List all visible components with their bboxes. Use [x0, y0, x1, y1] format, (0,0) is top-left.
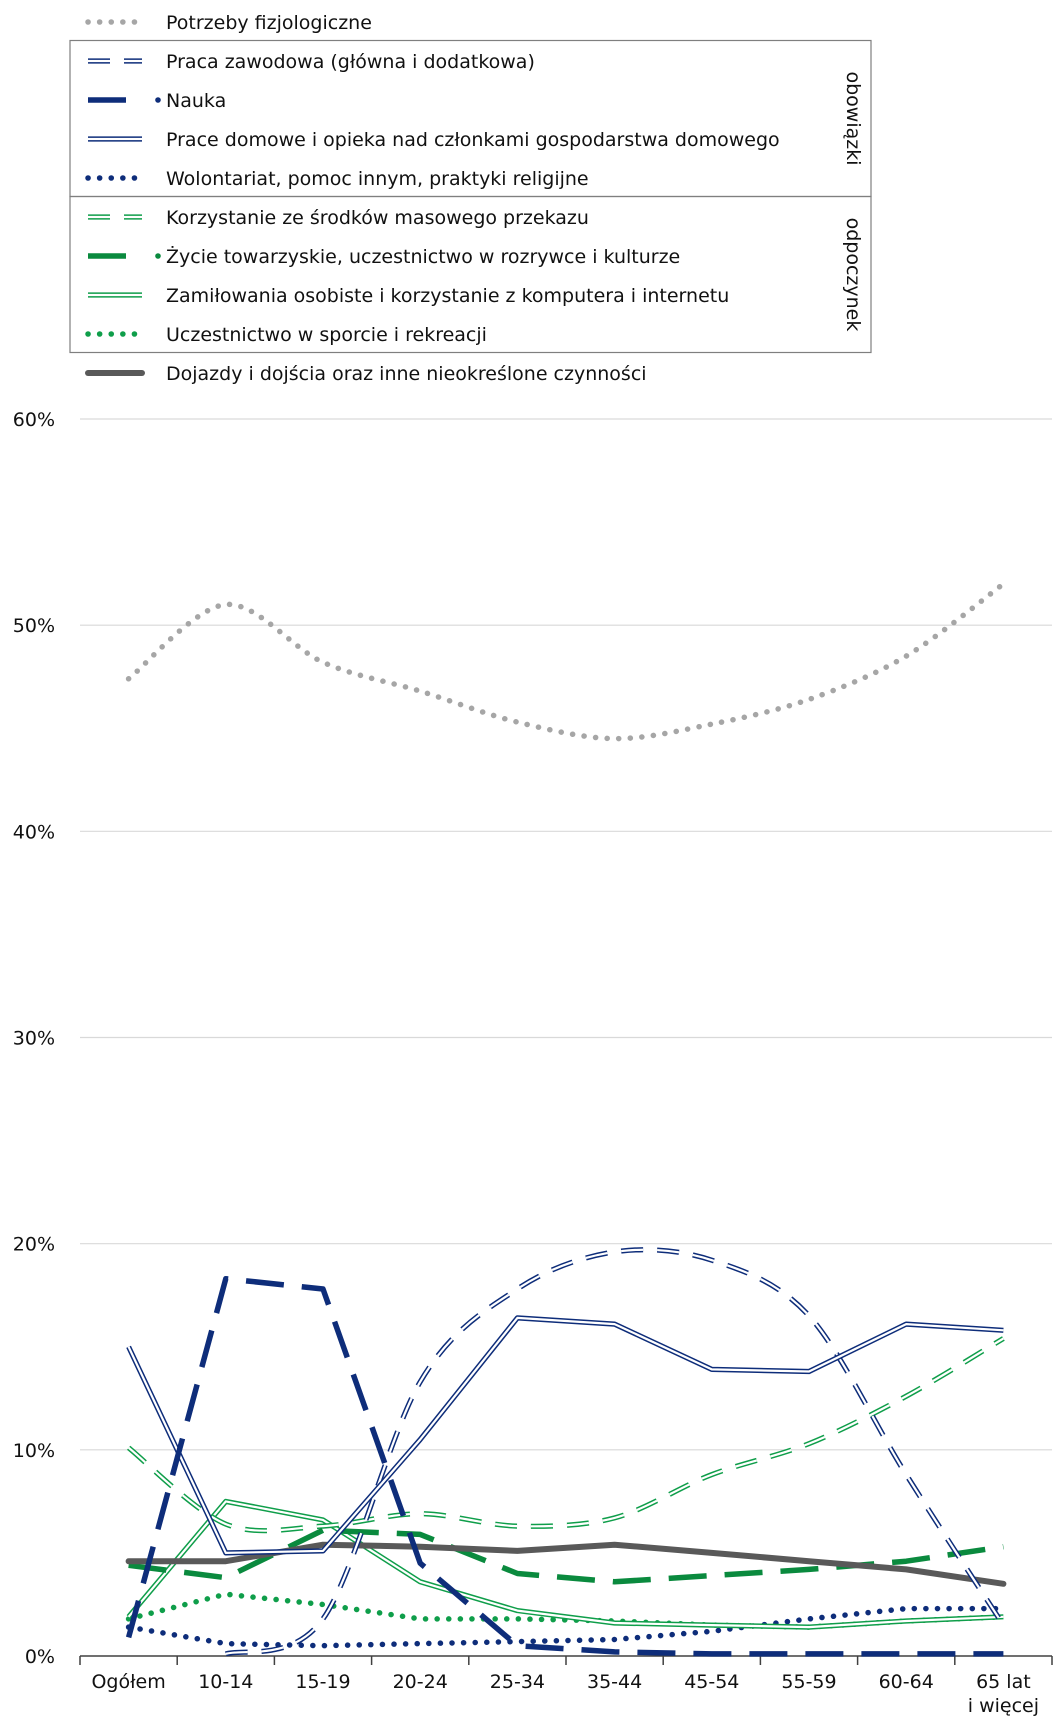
series-wolontariat-pomoc-innym-praktyki-religij [125, 1605, 1007, 1649]
legend-label-zycie-towarzyskie-uczestnictwo-w-rozrywc: Życie towarzyskie, uczestnictwo w rozryw… [166, 245, 680, 268]
series-line-praca-zawodowa-glowna-i-dodatkowa-inner [225, 1248, 1005, 1655]
legend-item-wolontariat-pomoc-innym-praktyki-religij: Wolontariat, pomoc innym, praktyki relig… [85, 168, 589, 190]
y-tick-label: 50% [13, 615, 55, 637]
legend-item-nauka: Nauka [88, 90, 226, 112]
legend-item-uczestnictwo-w-sporcie-i-rekreacji: Uczestnictwo w sporcie i rekreacji [85, 324, 487, 346]
series-line-nauka [125, 1275, 1004, 1657]
legend-label-zamilowania-osobiste-i-korzystanie-z-kom: Zamiłowania osobiste i korzystanie z kom… [166, 285, 729, 307]
legend-label-praca-zawodowa-glowna-i-dodatkowa: Praca zawodowa (główna i dodatkowa) [166, 51, 535, 73]
series-line-potrzeby-fizjologiczne [125, 581, 1007, 742]
x-tick-label-line: 65 lat [976, 1671, 1031, 1693]
series-praca-zawodowa-glowna-i-dodatkowa [224, 1247, 1006, 1657]
x-tick-label: 10-14 [198, 1671, 253, 1693]
y-tick-label: 20% [13, 1234, 55, 1256]
legend: obowiązki odpoczynek Potrzeby fizjologiczn… [69, 12, 872, 385]
y-tick-label: 10% [13, 1440, 55, 1462]
legend-label-dojazdy-i-dojscia-oraz-inne-nieokreslone: Dojazdy i dojścia oraz inne nieokreślone… [166, 363, 647, 385]
legend-label-uczestnictwo-w-sporcie-i-rekreacji: Uczestnictwo w sporcie i rekreacji [166, 324, 487, 346]
series-prace-domowe-i-opieka-nad-czlonkami-gosp [126, 1315, 1004, 1556]
y-tick-label: 0% [25, 1646, 55, 1668]
series-line-praca-zawodowa-glowna-i-dodatkowa [224, 1247, 1006, 1657]
legend-dot-nauka [155, 97, 161, 103]
legend-dot-zycie-towarzyskie-uczestnictwo-w-rozrywc [155, 253, 161, 259]
legend-item-potrzeby-fizjologiczne: Potrzeby fizjologiczne [85, 12, 372, 34]
series-line-korzystanie-ze-srodkow-masowego-przekazu-inner [127, 1337, 1004, 1532]
series-line-uczestnictwo-w-sporcie-i-rekreacji [125, 1591, 1007, 1630]
x-tick-label: 55-59 [781, 1671, 836, 1693]
legend-item-korzystanie-ze-srodkow-masowego-przekazu: Korzystanie ze środków masowego przekazu [88, 207, 589, 229]
legend-item-zamilowania-osobiste-i-korzystanie-z-kom: Zamiłowania osobiste i korzystanie z kom… [88, 285, 729, 307]
x-tick-label: 20-24 [393, 1671, 448, 1693]
x-tick-label: 25-34 [490, 1671, 545, 1693]
legend-group-label-odpoczynek: odpoczynek [842, 218, 864, 332]
y-tick-label: 30% [13, 1028, 55, 1050]
x-tick-label-line: i więcej [968, 1695, 1039, 1717]
plot-area: 0% 10% 20% 30% 40% 50% 60% Ogółem 10-14 15-19 20-2… [13, 409, 1053, 1717]
legend-item-prace-domowe-i-opieka-nad-czlonkami-gosp: Prace domowe i opieka nad członkami gosp… [88, 129, 780, 151]
legend-label-prace-domowe-i-opieka-nad-czlonkami-gosp: Prace domowe i opieka nad członkami gosp… [166, 129, 780, 151]
legend-group-box-odpoczynek [69, 195, 872, 354]
x-tick-label: 15-19 [295, 1671, 350, 1693]
y-tick-label: 60% [13, 409, 55, 431]
x-tick-label: 60-64 [879, 1671, 934, 1693]
series-uczestnictwo-w-sporcie-i-rekreacji [125, 1591, 1007, 1630]
series-potrzeby-fizjologiczne [125, 581, 1007, 742]
x-tick-label: 65 lat i więcej [968, 1671, 1039, 1717]
series-line-zamilowania-osobiste-i-korzystanie-z-kom-inner [127, 1500, 1004, 1629]
legend-item-dojazdy-i-dojscia-oraz-inne-nieokreslone: Dojazdy i dojścia oraz inne nieokreślone… [85, 363, 647, 385]
series-zamilowania-osobiste-i-korzystanie-z-kom [126, 1498, 1004, 1630]
legend-item-zycie-towarzyskie-uczestnictwo-w-rozrywc: Życie towarzyskie, uczestnictwo w rozryw… [88, 245, 680, 268]
series-line-prace-domowe-i-opieka-nad-czlonkami-gosp-inner [127, 1316, 1004, 1554]
legend-group-label-obowiazki: obowiązki [842, 71, 864, 165]
series-korzystanie-ze-srodkow-masowego-przekazu [126, 1336, 1005, 1534]
x-tick-label: 45-54 [684, 1671, 739, 1693]
series-line-korzystanie-ze-srodkow-masowego-przekazu [126, 1336, 1005, 1534]
series-nauka [125, 1275, 1004, 1657]
legend-label-potrzeby-fizjologiczne: Potrzeby fizjologiczne [166, 12, 372, 34]
x-tick-label: Ogółem [91, 1671, 165, 1693]
legend-label-wolontariat-pomoc-innym-praktyki-religij: Wolontariat, pomoc innym, praktyki relig… [166, 168, 589, 190]
series-line-prace-domowe-i-opieka-nad-czlonkami-gosp [126, 1315, 1004, 1556]
legend-label-korzystanie-ze-srodkow-masowego-przekazu: Korzystanie ze środków masowego przekazu [166, 207, 589, 229]
series-line-wolontariat-pomoc-innym-praktyki-religij [125, 1605, 1007, 1649]
x-tick-label: 35-44 [587, 1671, 642, 1693]
legend-item-praca-zawodowa-glowna-i-dodatkowa: Praca zawodowa (główna i dodatkowa) [88, 51, 535, 73]
legend-label-nauka: Nauka [166, 90, 226, 112]
y-tick-label: 40% [13, 821, 55, 843]
